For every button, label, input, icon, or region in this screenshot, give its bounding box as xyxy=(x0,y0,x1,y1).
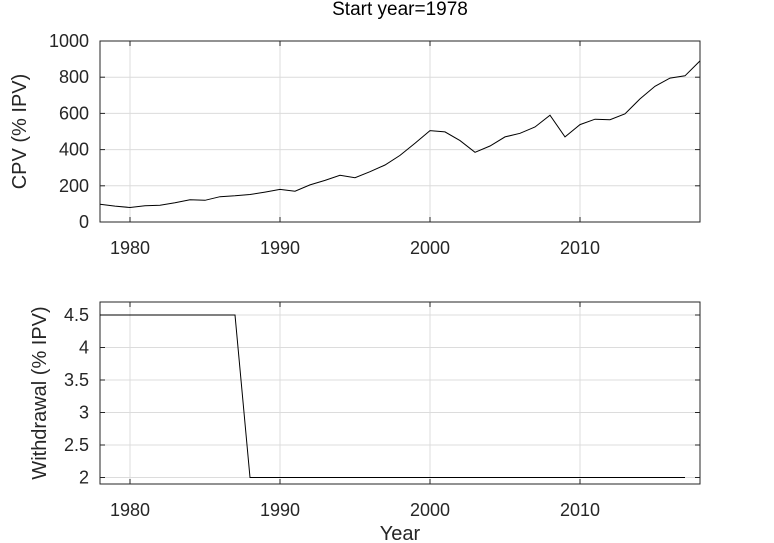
cpv-x-tick-label: 2000 xyxy=(410,238,450,258)
withdrawal-x-tick-label: 1990 xyxy=(260,500,300,520)
cpv-y-tick-label: 600 xyxy=(59,103,89,123)
withdrawal-y-tick-label: 3 xyxy=(79,403,89,423)
withdrawal-y-tick-label: 3.5 xyxy=(64,370,89,390)
cpv-y-axis-label: CPV (% IPV) xyxy=(9,74,31,190)
cpv-y-tick-label: 400 xyxy=(59,140,89,160)
withdrawal-x-tick-label: 1980 xyxy=(110,500,150,520)
cpv-y-tick-label: 0 xyxy=(79,212,89,232)
cpv-x-tick-label: 2010 xyxy=(560,238,600,258)
withdrawal-y-tick-label: 2 xyxy=(79,468,89,488)
withdrawal-y-tick-label: 4 xyxy=(79,338,89,358)
cpv-series-line xyxy=(99,60,701,209)
withdrawal-x-axis-label: Year xyxy=(380,523,421,543)
withdrawal-x-tick-label: 2000 xyxy=(410,500,450,520)
withdrawal-y-tick-label: 2.5 xyxy=(64,435,89,455)
withdrawal-y-tick-label: 4.5 xyxy=(64,305,89,325)
cpv-plot: 1980 1990 2000 2010 0 200 400 600 800 1000 CPV (% … xyxy=(9,31,701,258)
cpv-y-tick-label: 1000 xyxy=(49,31,89,51)
cpv-x-tick-label: 1980 xyxy=(110,238,150,258)
withdrawal-plot: 1980 1990 2000 2010 2 2.5 3 3.5 4 4.5 Withdrawal (… xyxy=(29,301,701,543)
cpv-x-tick-label: 1990 xyxy=(260,238,300,258)
cpv-axes-frame xyxy=(99,40,701,223)
cpv-y-tick-label: 200 xyxy=(59,176,89,196)
chart-title: Start year=1978 xyxy=(332,0,468,20)
withdrawal-y-axis-label: Withdrawal (% IPV) xyxy=(29,306,51,479)
withdrawal-series-line xyxy=(100,314,685,478)
cpv-y-tick-label: 800 xyxy=(59,67,89,87)
withdrawal-axes-frame xyxy=(99,301,701,485)
withdrawal-x-tick-label: 2010 xyxy=(560,500,600,520)
